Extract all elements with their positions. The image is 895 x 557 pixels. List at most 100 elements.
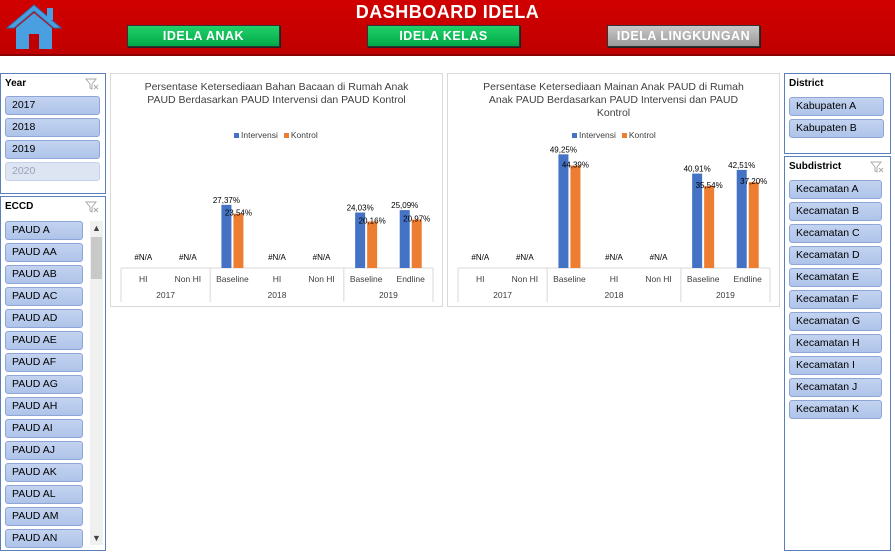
category-axis-label: Baseline [350,274,383,284]
bar-intervensi[interactable] [558,154,569,268]
clear-filter-icon[interactable] [85,201,99,213]
eccd-item-paud-a[interactable]: PAUD A [5,221,83,240]
bar-intervensi[interactable] [399,210,410,268]
legend-intervensi: Intervensi [572,130,616,140]
district-slicer: District Kabupaten A Kabupaten B [784,73,891,154]
bar-kontrol[interactable] [411,219,422,268]
page-title: DASHBOARD IDELA [355,2,540,22]
year-axis-label: 2017 [493,290,512,300]
eccd-item-paud-ak[interactable]: PAUD AK [5,463,83,482]
data-label-na: #N/A [134,253,152,262]
year-slicer: Year 2017 2018 2019 2020 [0,73,106,194]
data-label-na: #N/A [313,253,331,262]
year-item-2020[interactable]: 2020 [5,162,100,181]
eccd-item-paud-af[interactable]: PAUD AF [5,353,83,372]
scroll-up-icon[interactable]: ▲ [92,223,101,233]
year-axis-label: 2017 [156,290,175,300]
eccd-slicer-title: ECCD [5,201,34,212]
chart-legend: Intervensi Kontrol [572,130,656,140]
data-label: 37,20% [740,177,767,186]
scroll-down-icon[interactable]: ▼ [92,533,101,543]
subdistrict-slicer: Subdistrict Kecamatan A Kecamatan B Kecama… [784,156,891,551]
data-label: 44,39% [562,161,589,170]
data-label-na: #N/A [650,253,668,262]
category-axis-label: Non HI [645,274,671,284]
category-axis-label: Non HI [308,274,334,284]
eccd-item-paud-an[interactable]: PAUD AN [5,529,83,548]
chart-legend: Intervensi Kontrol [234,130,318,140]
data-label: 20,97% [403,215,430,224]
clear-filter-icon[interactable] [870,161,884,173]
bar-kontrol[interactable] [748,182,759,268]
category-axis-label: Endline [397,274,426,284]
category-axis-label: Non HI [512,274,538,284]
idela-kelas-button[interactable]: IDELA KELAS [367,25,520,47]
eccd-item-paud-ae[interactable]: PAUD AE [5,331,83,350]
data-label-na: #N/A [179,253,197,262]
chart-bahan-bacaan: Persentase Ketersediaan Bahan Bacaan di … [110,73,443,307]
year-axis-label: 2018 [268,290,287,300]
category-axis-label: Non HI [175,274,201,284]
category-axis-label: HI [476,274,485,284]
clear-filter-icon[interactable] [85,78,99,90]
district-item-kabupaten-a[interactable]: Kabupaten A [789,97,884,116]
chart-title: Persentase Ketersediaan Mainan Anak PAUD… [483,81,744,119]
subdistrict-item-kecamatan-k[interactable]: Kecamatan K [789,400,882,419]
legend-kontrol: Kontrol [621,130,656,140]
eccd-item-paud-am[interactable]: PAUD AM [5,507,83,526]
scroll-thumb[interactable] [91,237,102,279]
eccd-slicer: ECCD PAUD A PAUD AA PAUD AB PAUD AC PAUD AD P… [0,196,106,551]
year-axis-label: 2019 [379,290,398,300]
idela-anak-button[interactable]: IDELA ANAK [127,25,280,47]
eccd-item-paud-ad[interactable]: PAUD AD [5,309,83,328]
subdistrict-item-kecamatan-f[interactable]: Kecamatan F [789,290,882,309]
eccd-item-paud-ab[interactable]: PAUD AB [5,265,83,284]
subdistrict-slicer-title: Subdistrict [789,161,842,172]
bar-intervensi[interactable] [736,169,747,268]
legend-intervensi: Intervensi [234,130,278,140]
subdistrict-item-kecamatan-c[interactable]: Kecamatan C [789,224,882,243]
bar-intervensi[interactable] [355,212,366,268]
subdistrict-item-kecamatan-h[interactable]: Kecamatan H [789,334,882,353]
district-item-kabupaten-b[interactable]: Kabupaten B [789,119,884,138]
bar-kontrol[interactable] [367,221,378,268]
subdistrict-item-kecamatan-b[interactable]: Kecamatan B [789,202,882,221]
eccd-item-paud-ag[interactable]: PAUD AG [5,375,83,394]
bar-kontrol[interactable] [570,165,581,268]
home-icon[interactable] [4,2,64,52]
district-slicer-title: District [789,78,824,89]
data-label: 23,54% [225,209,252,218]
subdistrict-item-kecamatan-i[interactable]: Kecamatan I [789,356,882,375]
eccd-scrollbar[interactable]: ▲ ▼ [90,221,103,545]
year-item-2018[interactable]: 2018 [5,118,100,137]
bar-kontrol[interactable] [704,185,715,268]
subdistrict-item-kecamatan-e[interactable]: Kecamatan E [789,268,882,287]
subdistrict-item-kecamatan-d[interactable]: Kecamatan D [789,246,882,265]
eccd-item-paud-aa[interactable]: PAUD AA [5,243,83,262]
eccd-item-paud-ai[interactable]: PAUD AI [5,419,83,438]
eccd-item-paud-al[interactable]: PAUD AL [5,485,83,504]
eccd-item-paud-ac[interactable]: PAUD AC [5,287,83,306]
subdistrict-item-kecamatan-a[interactable]: Kecamatan A [789,180,882,199]
eccd-item-paud-ah[interactable]: PAUD AH [5,397,83,416]
chart-plot: 2017 2018 2019 HI #N/A Non HI #N/A Baseline 49,2… [457,145,771,302]
subdistrict-item-kecamatan-g[interactable]: Kecamatan G [789,312,882,331]
idela-lingkungan-button[interactable]: IDELA LINGKUNGAN [607,25,760,47]
data-label-na: #N/A [605,253,623,262]
data-label: 49,25% [550,145,577,154]
subdistrict-item-kecamatan-j[interactable]: Kecamatan J [789,378,882,397]
data-label: 20,16% [359,216,386,225]
bar-intervensi[interactable] [692,173,703,268]
year-item-2017[interactable]: 2017 [5,96,100,115]
data-label: 25,09% [391,201,418,210]
legend-kontrol: Kontrol [283,130,318,140]
category-axis-label: Baseline [687,274,720,284]
chart-plot: 2017 2018 2019 HI #N/A Non HI #N/A Baseline 27,3… [120,196,434,302]
bar-kontrol[interactable] [233,213,244,268]
bar-intervensi[interactable] [221,204,232,268]
chart-mainan-anak: Persentase Ketersediaan Mainan Anak PAUD… [447,73,780,307]
data-label-na: #N/A [516,253,534,262]
year-item-2019[interactable]: 2019 [5,140,100,159]
eccd-item-paud-aj[interactable]: PAUD AJ [5,441,83,460]
year-axis-label: 2019 [716,290,735,300]
